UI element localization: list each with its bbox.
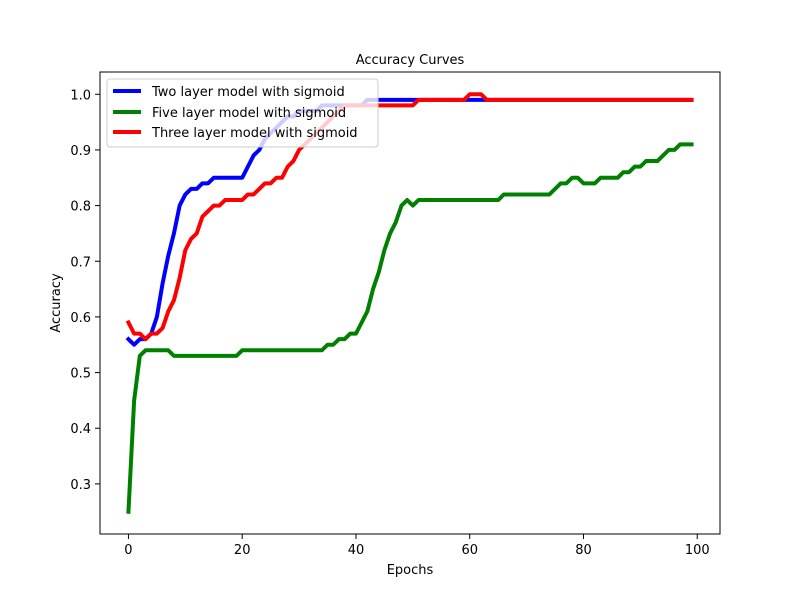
y-tick-label: 0.7 [70,255,91,270]
x-tick-label: 20 [234,543,251,558]
legend-label-five-layer: Five layer model with sigmoid [152,106,346,121]
y-tick-label: 0.4 [70,422,91,437]
x-axis: 0 20 40 60 80 100 [124,534,710,558]
y-axis-title: Accuracy [49,273,64,333]
x-tick-label: 80 [575,543,592,558]
chart-title: Accuracy Curves [356,53,465,68]
x-tick-label: 0 [124,543,132,558]
legend-label-three-layer: Three layer model with sigmoid [151,126,358,141]
y-tick-label: 0.8 [70,200,91,215]
y-tick-label: 0.5 [70,367,91,382]
x-tick-label: 100 [685,543,710,558]
legend: Two layer model with sigmoid Five layer … [106,78,379,148]
x-tick-label: 60 [461,543,478,558]
series-line-1 [126,142,694,514]
series-line-2 [125,92,694,342]
y-tick-label: 0.9 [70,144,91,159]
series-layer [125,92,694,514]
y-axis: 0.3 0.4 0.5 0.6 0.7 0.8 0.9 1.0 [70,88,100,493]
x-tick-label: 40 [348,543,365,558]
legend-label-two-layer: Two layer model with sigmoid [151,85,345,100]
y-tick-label: 0.3 [70,478,91,493]
legend-frame [106,78,379,148]
y-tick-label: 0.6 [70,311,91,326]
y-tick-label: 1.0 [70,88,91,103]
plot-frame [99,71,721,535]
x-axis-title: Epochs [387,563,434,578]
